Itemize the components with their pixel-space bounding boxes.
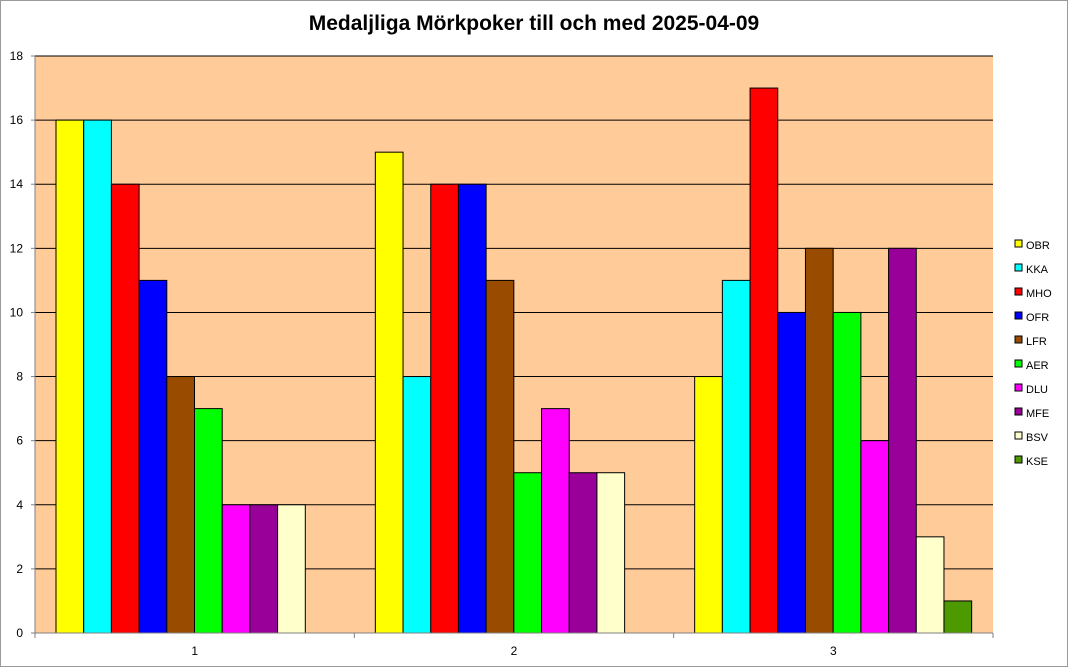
legend-label-mho: MHO: [1026, 288, 1052, 300]
legend-swatch-mho: [1014, 287, 1023, 296]
legend-swatch-mfe: [1014, 407, 1023, 416]
bar-ofr-1: [138, 279, 168, 634]
y-tick-label: 6: [16, 434, 23, 448]
y-tick-label: 4: [16, 498, 23, 512]
x-tick-label: 3: [830, 644, 837, 658]
bar-dlu-1: [221, 504, 251, 634]
x-axis-ticks: 1 2 3: [34, 633, 994, 658]
x-tick-label: 1: [191, 644, 198, 658]
bar-aer-3: [832, 311, 862, 634]
y-tick-label: 14: [10, 177, 24, 191]
bar-bsv-3: [915, 536, 945, 634]
legend-swatch-lfr: [1014, 335, 1023, 344]
bar-mfe-2: [568, 472, 598, 634]
chart-title: Medaljliga Mörkpoker till och med 2025-0…: [308, 12, 760, 35]
y-tick-label: 0: [16, 626, 23, 640]
legend-label-aer: AER: [1026, 360, 1049, 372]
bar-bsv-2: [596, 472, 626, 634]
bar-obr-2: [374, 151, 404, 634]
legend-swatch-obr: [1014, 239, 1023, 248]
legend-label-ofr: OFR: [1026, 312, 1049, 324]
legend-swatch-dlu: [1014, 383, 1023, 392]
bar-aer-1: [194, 408, 223, 634]
legend-label-dlu: DLU: [1026, 384, 1048, 396]
bar-kka-2: [402, 376, 432, 634]
legend: OBR KKA MHO OFR LFR AER DLU MFE BSV KSE: [1014, 239, 1052, 468]
bar-mho-1: [110, 183, 140, 634]
bar-lfr-1: [166, 376, 196, 634]
bar-lfr-2: [485, 279, 515, 634]
bar-lfr-3: [804, 247, 834, 634]
legend-label-kse: KSE: [1026, 456, 1048, 468]
legend-swatch-bsv: [1014, 431, 1023, 440]
bar-obr-3: [694, 376, 723, 634]
bar-mfe-1: [249, 504, 279, 634]
x-tick-label: 2: [511, 644, 518, 658]
bar-ofr-2: [457, 183, 487, 634]
legend-label-lfr: LFR: [1026, 336, 1047, 348]
bar-mfe-3: [888, 247, 917, 634]
y-axis-ticks: 0 2 4 6 8 10 12 14 16 18: [10, 49, 35, 640]
y-tick-label: 8: [16, 370, 23, 384]
y-tick-label: 2: [16, 562, 23, 576]
legend-swatch-aer: [1014, 359, 1023, 368]
legend-label-kka: KKA: [1026, 264, 1049, 276]
bar-aer-2: [513, 472, 543, 634]
bar-kse-3: [943, 600, 973, 634]
legend-label-bsv: BSV: [1026, 432, 1049, 444]
bar-dlu-2: [541, 408, 570, 634]
y-tick-label: 12: [10, 241, 24, 255]
bar-bsv-1: [277, 504, 306, 634]
y-tick-label: 18: [10, 49, 24, 63]
legend-swatch-ofr: [1014, 311, 1023, 320]
axes: [34, 56, 993, 634]
legend-swatch-kse: [1014, 455, 1023, 464]
bar-kka-3: [721, 279, 751, 634]
bar-mho-3: [749, 87, 779, 634]
legend-label-obr: OBR: [1026, 240, 1050, 252]
y-tick-label: 16: [10, 113, 24, 127]
bars: [55, 87, 973, 634]
legend-swatch-kka: [1014, 263, 1023, 272]
bar-obr-1: [55, 119, 85, 634]
bar-dlu-3: [860, 440, 890, 634]
bar-mho-2: [430, 183, 459, 634]
bar-kka-1: [83, 119, 112, 634]
legend-label-mfe: MFE: [1026, 408, 1049, 420]
bar-ofr-3: [777, 311, 806, 634]
y-tick-label: 10: [10, 305, 24, 319]
